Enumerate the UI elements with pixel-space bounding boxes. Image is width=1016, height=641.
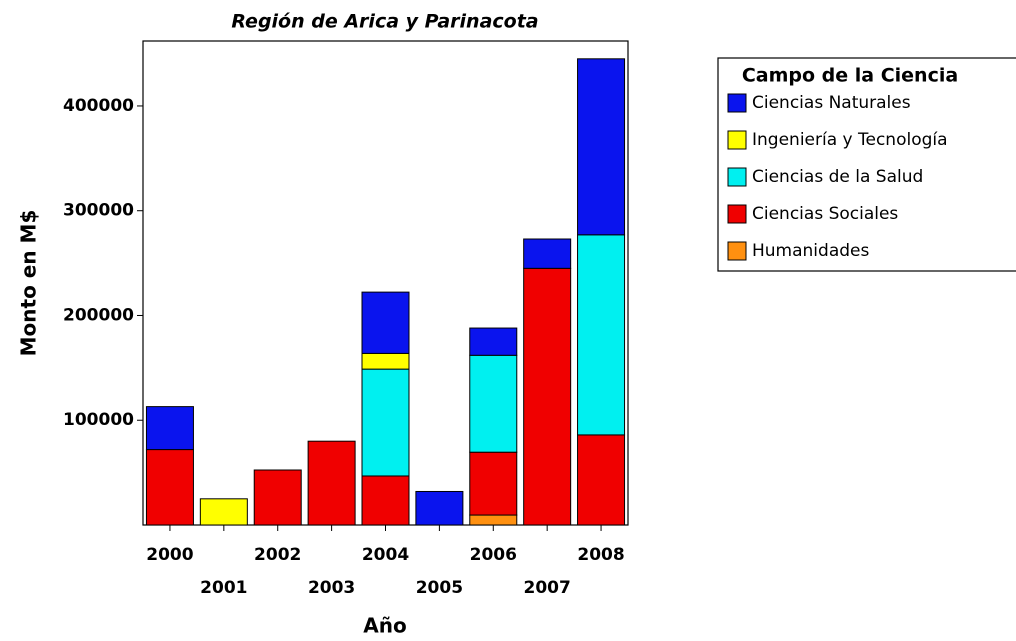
x-tick-label: 2005 [416, 578, 463, 598]
x-tick-label: 2006 [470, 545, 517, 565]
legend-label: Humanidades [752, 241, 869, 261]
bar-segment [469, 327, 518, 356]
bar-segment [523, 267, 572, 526]
bar-segment [307, 440, 356, 526]
legend-swatch [727, 130, 747, 150]
legend-label: Ciencias de la Salud [752, 167, 923, 187]
x-axis-label: Año [363, 614, 406, 638]
bar-segment [577, 58, 626, 236]
x-tick-label: 2007 [524, 578, 571, 598]
y-tick-label: 400000 [63, 96, 134, 116]
y-tick-label: 300000 [63, 201, 134, 221]
x-tick-label: 2004 [362, 545, 409, 565]
x-tick-label: 2000 [146, 545, 193, 565]
bar-segment [469, 451, 518, 516]
legend-swatch [727, 93, 747, 113]
x-tick-label: 2008 [577, 545, 624, 565]
bar-segment [523, 238, 572, 269]
legend-label: Ciencias Sociales [752, 204, 898, 224]
bar-segment [145, 449, 194, 526]
bar-segment [469, 514, 518, 526]
bar-segment [361, 352, 410, 370]
bar-segment [361, 368, 410, 477]
legend-swatch [727, 204, 747, 224]
legend-swatch [727, 241, 747, 261]
x-tick-label: 2001 [200, 578, 247, 598]
bar-segment [577, 434, 626, 526]
legend-label: Ingeniería y Tecnología [752, 130, 948, 150]
bar-segment [199, 498, 248, 526]
y-tick-label: 100000 [63, 410, 134, 430]
bar-segment [577, 234, 626, 436]
bar-segment [469, 354, 518, 453]
chart-title: Región de Arica y Parinacota [231, 11, 538, 33]
legend-swatch [727, 167, 747, 187]
legend-title: Campo de la Ciencia [742, 65, 958, 87]
bar-segment [145, 406, 194, 451]
x-tick-label: 2003 [308, 578, 355, 598]
legend-label: Ciencias Naturales [752, 93, 911, 113]
legend-box [717, 57, 1016, 272]
y-axis-label: Monto en M$ [17, 210, 41, 357]
bar-segment [361, 475, 410, 526]
y-tick-label: 200000 [63, 305, 134, 325]
bar-segment [253, 469, 302, 526]
bar-segment [415, 490, 464, 526]
bar-segment [361, 291, 410, 354]
x-tick-label: 2002 [254, 545, 301, 565]
